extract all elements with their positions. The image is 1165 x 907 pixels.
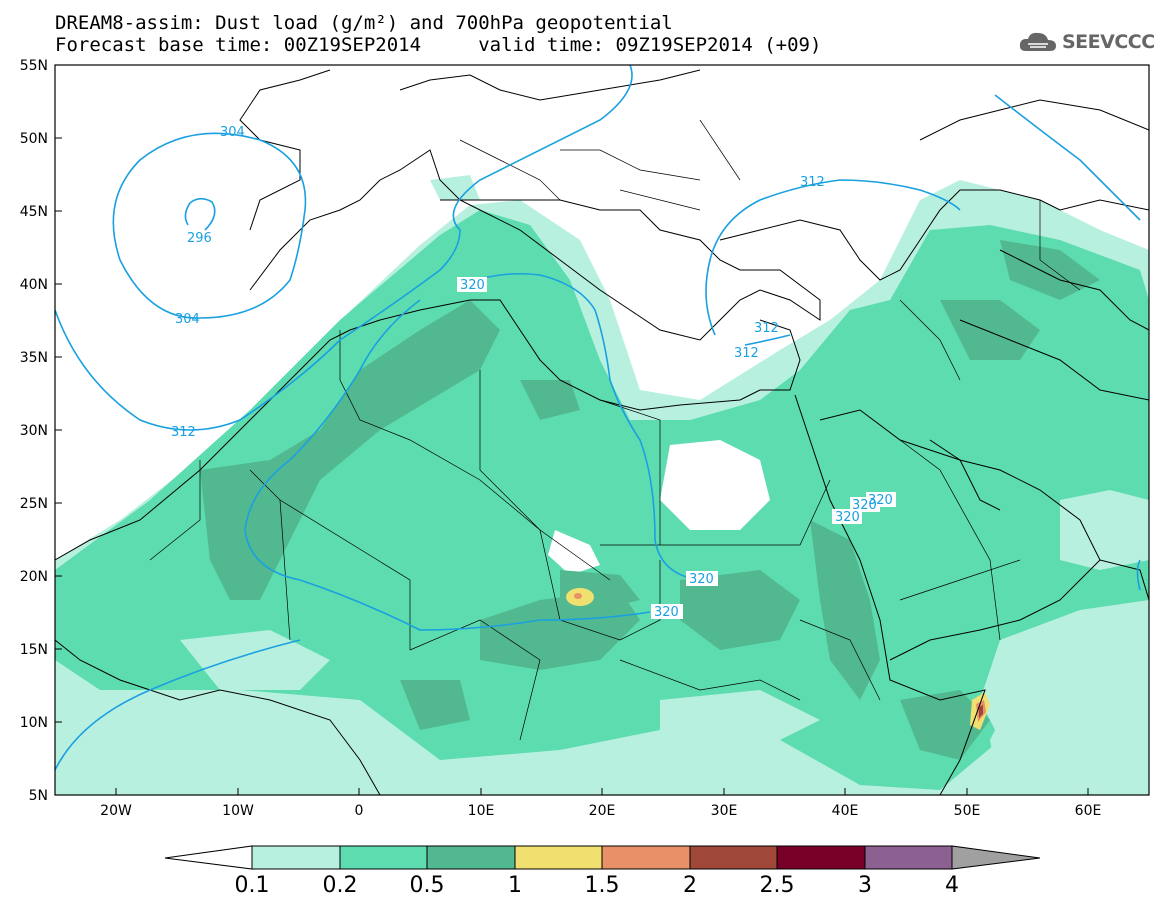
lon-label-0: 0 [355, 803, 364, 819]
lon-label-10w: 10W [222, 803, 254, 819]
colorbar-tick-4: 4 [945, 873, 959, 898]
contour-label-320-chad: 320 [654, 605, 679, 620]
colorbar-tick-0.1: 0.1 [235, 873, 270, 898]
colorbar-swatch-0.1-0.2 [251, 845, 341, 870]
latitude-axis [55, 64, 62, 796]
latitude-labels: 55N 50N 45N 40N 35N 30N 25N 20N 15N 10N … [20, 58, 48, 804]
colorbar-swatch-3-4 [864, 845, 953, 870]
lat-label-35n: 35N [20, 350, 48, 366]
lon-label-50e: 50E [954, 803, 981, 819]
colorbar-low-arrow [164, 845, 253, 870]
dust-low-patches [180, 440, 1149, 795]
contour-label-320-arabia-c: 320 [868, 493, 893, 508]
lat-label-15n: 15N [20, 642, 48, 658]
map-title: DREAM8-assim: Dust load (g/m²) and 700hP… [55, 12, 673, 34]
colorbar-swatch-1-1.5 [514, 845, 603, 870]
contour-label-312-turkey: 312 [754, 321, 779, 336]
contour-label-296: 296 [187, 231, 212, 246]
dust-level-2 [979, 705, 983, 718]
colorbar-swatch-0.5-1 [426, 845, 516, 870]
colorbar-tick-2: 2 [683, 873, 697, 898]
contour-label-312-levant: 312 [734, 346, 759, 361]
lat-label-30n: 30N [20, 423, 48, 439]
colorbar-tick-0.5: 0.5 [410, 873, 445, 898]
colorbar-high-arrow [951, 845, 1041, 870]
lat-label-40n: 40N [20, 277, 48, 293]
lon-label-30e: 30E [711, 803, 738, 819]
colorbar-swatch-0.2-0.5 [339, 845, 428, 870]
longitude-labels: 20W 10W 0 10E 20E 30E 40E 50E 60E [100, 803, 1101, 819]
contour-label-320-sardinia: 320 [460, 278, 485, 293]
lon-label-20w: 20W [100, 803, 132, 819]
lon-label-10e: 10E [468, 803, 495, 819]
seevccc-logo: SEEVCCC [1018, 28, 1155, 56]
colorbar-tick-1: 1 [508, 873, 522, 898]
contour-label-312-blacksea: 312 [800, 175, 825, 190]
geopotential-contours [55, 65, 1141, 771]
longitude-axis [115, 788, 1089, 795]
contour-label-320-arabia-b: 320 [852, 498, 877, 513]
colorbar-tick-2.5: 2.5 [760, 873, 795, 898]
contour-label-304-north: 304 [220, 125, 245, 140]
forecast-times: Forecast base time: 00Z19SEP2014 valid t… [55, 34, 822, 56]
colorbar-swatch-1.5-2 [601, 845, 691, 870]
contour-labels: 304 296 304 312 320 312 312 320 320 320 … [171, 125, 893, 620]
lat-label-50n: 50N [20, 131, 48, 147]
lat-label-25n: 25N [20, 496, 48, 512]
colorbar-tick-1.5: 1.5 [585, 873, 620, 898]
colorbar-swatch-2.5-3 [776, 845, 866, 870]
contour-label-boxes [457, 277, 896, 619]
lat-label-5n: 5N [29, 788, 48, 804]
lon-label-40e: 40E [832, 803, 859, 819]
cloud-icon [1019, 32, 1056, 51]
lat-label-55n: 55N [20, 58, 48, 74]
contour-label-304-south: 304 [175, 312, 200, 327]
country-borders [149, 119, 1081, 741]
colorbar-tick-0.2: 0.2 [323, 873, 358, 898]
dust-level-0.5 [200, 240, 1100, 760]
colorbar-swatch-2-2.5 [689, 845, 778, 870]
logo-text: SEEVCCC [1062, 31, 1155, 53]
contour-label-320-sudan: 320 [689, 572, 714, 587]
lat-label-20n: 20N [20, 569, 48, 585]
contour-label-320-arabia-a: 320 [835, 510, 860, 525]
lon-label-60e: 60E [1075, 803, 1102, 819]
lat-label-10n: 10N [20, 715, 48, 731]
colorbar [164, 845, 1041, 870]
lon-label-20e: 20E [589, 803, 616, 819]
colorbar-tick-3: 3 [858, 873, 872, 898]
contour-label-312-atlantic: 312 [171, 425, 196, 440]
lat-label-45n: 45N [20, 204, 48, 220]
colorbar-labels: 0.1 0.2 0.5 1 1.5 2 2.5 3 4 [235, 873, 960, 898]
